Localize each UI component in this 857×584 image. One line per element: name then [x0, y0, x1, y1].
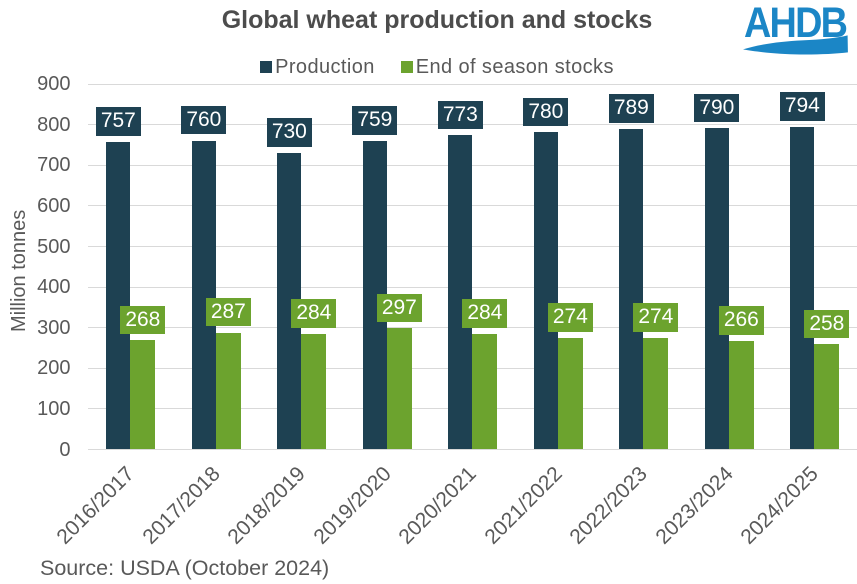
bar-value-label: 780 — [523, 97, 569, 127]
x-tick-label: 2018/2019 — [223, 462, 310, 549]
x-tick-label: 2019/2020 — [308, 462, 396, 549]
y-tick-label: 700 — [37, 154, 71, 177]
chart-title: Global wheat production and stocks — [221, 6, 653, 34]
bar-production — [790, 126, 815, 449]
x-tick-label: 2020/2021 — [394, 462, 481, 549]
y-tick-label: 500 — [37, 235, 71, 258]
legend-label: Production — [275, 55, 375, 78]
ahdb-logo-text: AHDB — [743, 0, 848, 47]
x-tick-label: 2021/2022 — [479, 462, 567, 549]
legend: Production End of season stocks — [17, 56, 857, 78]
bar-stocks — [557, 337, 583, 449]
bar-stocks — [386, 328, 412, 449]
bar-stocks — [301, 333, 327, 449]
bar-value-label: 284 — [462, 299, 508, 328]
bar-value-label: 284 — [291, 299, 337, 328]
bar-value-label: 274 — [633, 303, 679, 332]
bar-value-label: 258 — [804, 309, 850, 339]
bar-production — [533, 132, 558, 449]
bar-production — [448, 135, 473, 449]
bar-value-label: 794 — [779, 92, 825, 121]
bar-value-label: 757 — [95, 107, 141, 136]
source-note: Source: USDA (October 2024) — [40, 555, 330, 580]
y-tick-label: 800 — [37, 113, 71, 136]
y-tick-label: 0 — [59, 438, 71, 461]
y-tick-label: 400 — [37, 276, 71, 299]
bar-value-label: 773 — [437, 100, 483, 130]
bar-stocks — [728, 341, 754, 449]
y-tick-label: 300 — [37, 316, 71, 339]
bar-stocks — [643, 337, 669, 449]
bar-production — [191, 140, 216, 449]
bar-value-label: 266 — [718, 306, 764, 335]
ahdb-logo-swoosh-icon — [743, 35, 848, 55]
bar-value-label: 760 — [181, 105, 227, 135]
y-tick-label: 200 — [37, 357, 71, 380]
bar-value-label: 297 — [376, 293, 422, 323]
bar-value-label: 790 — [694, 93, 740, 123]
bar-value-label: 274 — [547, 303, 593, 332]
bar-production — [619, 128, 644, 449]
legend-swatch-icon — [400, 61, 413, 73]
bar-production — [704, 128, 729, 449]
bar-value-label: 287 — [205, 297, 251, 327]
legend-item: End of season stocks — [400, 55, 614, 79]
ahdb-logo: AHDB — [738, 0, 848, 56]
y-tick-label: 600 — [37, 194, 71, 217]
bar-stocks — [215, 332, 241, 449]
x-tick-label: 2024/2025 — [736, 462, 823, 549]
bar-stocks — [814, 344, 840, 449]
bar-stocks — [472, 333, 498, 449]
gridline-0 — [87, 449, 857, 450]
bar-production — [106, 141, 131, 449]
y-axis-title: Million tonnes — [8, 209, 30, 332]
bar-value-label: 789 — [608, 94, 654, 123]
x-tick-label: 2016/2017 — [52, 462, 139, 549]
x-tick-label: 2022/2023 — [565, 462, 652, 549]
y-tick-label: 900 — [37, 73, 71, 96]
legend-item: Production — [260, 56, 375, 79]
gridline-900 — [87, 83, 857, 85]
bar-stocks — [130, 340, 156, 449]
y-tick-label: 100 — [37, 397, 71, 420]
bar-value-label: 759 — [352, 106, 398, 135]
bar-value-label: 730 — [266, 118, 312, 147]
x-tick-label: 2023/2024 — [650, 462, 738, 549]
x-tick-label: 2017/2018 — [137, 462, 225, 549]
bar-value-label: 268 — [120, 305, 166, 335]
legend-swatch-icon — [260, 61, 273, 73]
legend-label: End of season stocks — [415, 55, 614, 78]
